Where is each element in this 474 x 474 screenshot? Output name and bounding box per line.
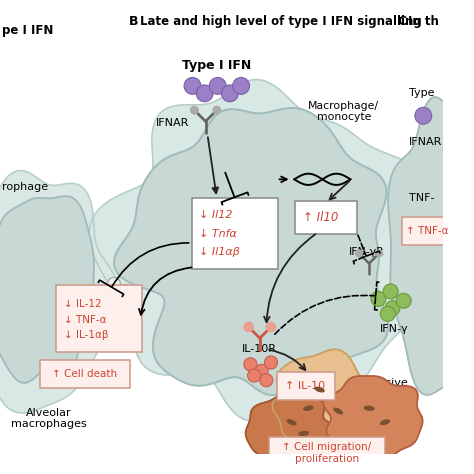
Circle shape [385, 301, 400, 316]
Text: IFNAR: IFNAR [409, 137, 443, 147]
Text: Type I IFN: Type I IFN [182, 59, 251, 72]
Circle shape [244, 358, 257, 371]
Text: IFNAR: IFNAR [156, 118, 190, 128]
Circle shape [196, 85, 213, 102]
Text: Late and high level of type I IFN signalling: Late and high level of type I IFN signal… [140, 15, 422, 28]
Text: myeloid cells: myeloid cells [342, 389, 415, 399]
FancyBboxPatch shape [192, 198, 278, 269]
Text: ↑ Il10: ↑ Il10 [303, 211, 338, 224]
Circle shape [221, 85, 238, 102]
Text: ↓ TNF-α: ↓ TNF-α [64, 314, 106, 325]
Polygon shape [246, 394, 336, 465]
Polygon shape [89, 80, 426, 421]
Text: ↓ Il12: ↓ Il12 [199, 210, 233, 220]
FancyBboxPatch shape [40, 360, 130, 388]
Text: ↓ IL-1αβ: ↓ IL-1αβ [64, 330, 108, 340]
Circle shape [396, 293, 411, 308]
Circle shape [266, 322, 276, 332]
Text: TNF-: TNF- [409, 193, 435, 203]
Text: In th: In th [408, 15, 439, 28]
Circle shape [210, 77, 226, 94]
Text: Macrophage/: Macrophage/ [309, 101, 379, 111]
Polygon shape [365, 406, 374, 410]
Polygon shape [323, 376, 422, 461]
Text: ↓ Tnfα: ↓ Tnfα [199, 228, 237, 238]
Circle shape [104, 292, 117, 305]
Text: B: B [129, 15, 138, 28]
FancyBboxPatch shape [56, 285, 142, 352]
Text: ↑ Cell death: ↑ Cell death [53, 369, 118, 379]
Text: ↑ IL-10: ↑ IL-10 [285, 381, 326, 391]
Circle shape [244, 322, 253, 332]
Circle shape [233, 77, 249, 94]
Circle shape [260, 374, 273, 387]
Polygon shape [388, 97, 474, 395]
Text: proliferation: proliferation [295, 454, 359, 464]
Text: ↓ IL-12: ↓ IL-12 [64, 299, 101, 309]
Text: IFN-γ: IFN-γ [380, 324, 409, 334]
Text: ↓ Il1αβ: ↓ Il1αβ [199, 247, 240, 257]
Text: rophage: rophage [2, 182, 48, 192]
Text: Permissive: Permissive [348, 378, 408, 388]
FancyBboxPatch shape [277, 372, 335, 400]
Text: pe I IFN: pe I IFN [2, 24, 53, 37]
Circle shape [213, 107, 220, 114]
Text: ↑ Cell migration/: ↑ Cell migration/ [283, 443, 372, 453]
Circle shape [191, 107, 198, 114]
Circle shape [376, 250, 383, 257]
Circle shape [356, 250, 362, 257]
Text: Alveolar: Alveolar [26, 408, 72, 418]
Text: monocyte: monocyte [317, 112, 371, 122]
Text: ↑ TNF-α: ↑ TNF-α [407, 226, 449, 236]
Text: C: C [397, 15, 406, 28]
Circle shape [264, 356, 277, 369]
Polygon shape [334, 408, 342, 414]
Text: macrophages: macrophages [11, 419, 86, 428]
Circle shape [118, 285, 132, 298]
Polygon shape [0, 196, 94, 383]
Circle shape [108, 277, 120, 291]
Polygon shape [0, 171, 120, 413]
Polygon shape [273, 349, 379, 452]
Text: IL-10R: IL-10R [242, 345, 277, 355]
Polygon shape [114, 108, 388, 395]
Polygon shape [315, 387, 324, 392]
FancyBboxPatch shape [269, 437, 385, 467]
Circle shape [380, 306, 395, 321]
Polygon shape [304, 406, 313, 410]
Polygon shape [381, 420, 390, 425]
Circle shape [255, 365, 268, 377]
Circle shape [415, 108, 432, 124]
Circle shape [371, 292, 386, 306]
Polygon shape [287, 420, 296, 425]
FancyBboxPatch shape [295, 201, 357, 235]
Circle shape [247, 369, 261, 382]
Circle shape [184, 77, 201, 94]
Text: Type: Type [409, 88, 435, 98]
Text: IFN-γR: IFN-γR [349, 247, 385, 257]
Circle shape [383, 284, 398, 299]
Polygon shape [299, 431, 308, 436]
FancyBboxPatch shape [402, 217, 445, 245]
